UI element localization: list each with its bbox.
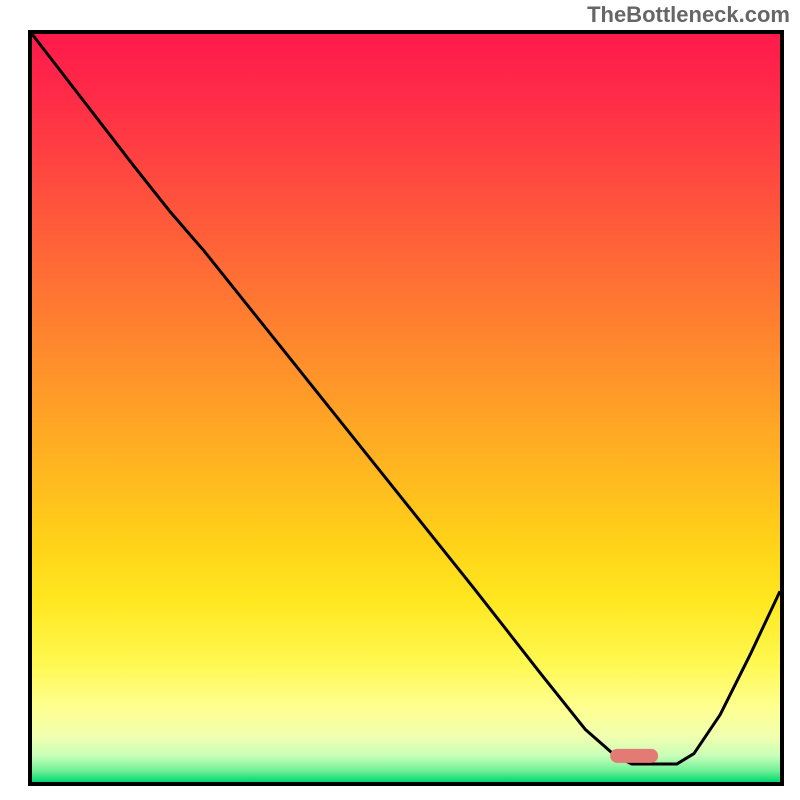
gradient-background: [32, 34, 780, 782]
chart-container: TheBottleneck.com: [0, 0, 800, 800]
optimal-marker: [610, 749, 658, 763]
watermark-text: TheBottleneck.com: [587, 2, 790, 28]
bottleneck-chart-svg: [28, 30, 784, 786]
plot-area: [28, 30, 784, 786]
